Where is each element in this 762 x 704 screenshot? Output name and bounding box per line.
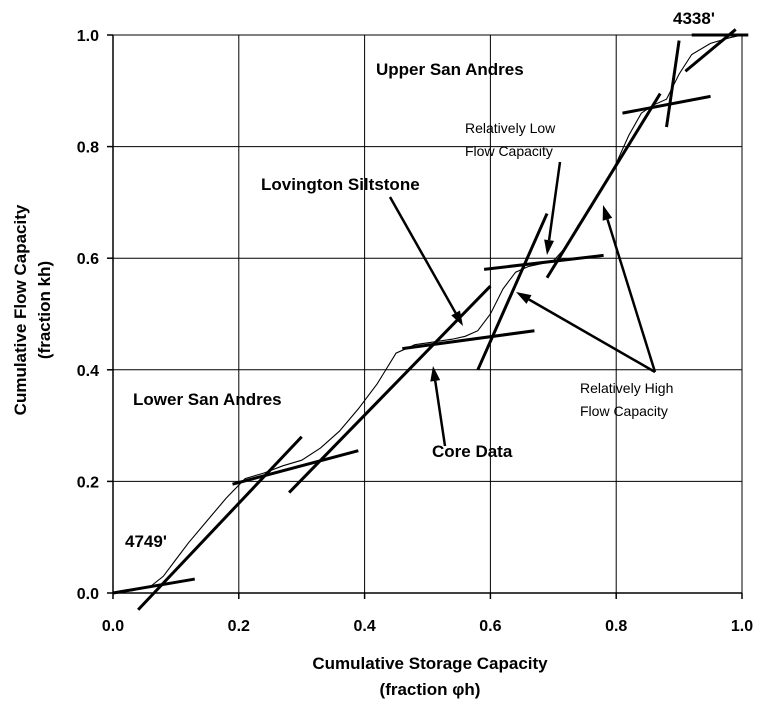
fit-line-4 bbox=[402, 329, 535, 351]
fit-line-9 bbox=[665, 40, 681, 128]
series-line-0 bbox=[112, 34, 743, 594]
annotation-flow-capacity-low: Flow Capacity bbox=[465, 143, 553, 159]
annotation-4749: 4749' bbox=[125, 532, 167, 551]
x-tick-label-2: 0.4 bbox=[353, 618, 375, 635]
x-tick-label-1: 0.2 bbox=[228, 618, 250, 635]
fit-line-2 bbox=[232, 449, 359, 486]
fit-line-5 bbox=[476, 212, 549, 371]
annotation-4338: 4338' bbox=[673, 9, 715, 28]
x-tick-label-3: 0.6 bbox=[479, 618, 501, 635]
fit-line-8 bbox=[622, 94, 711, 115]
y-tick-label-2: 0.4 bbox=[77, 363, 99, 380]
annotation-lovington-siltstone: Lovington Siltstone bbox=[261, 175, 420, 194]
x-tick-label-4: 0.8 bbox=[605, 618, 627, 635]
fit-lines bbox=[112, 28, 749, 611]
annotation-arrows bbox=[388, 161, 657, 447]
fit-line-3 bbox=[288, 285, 492, 494]
arrow-lovington-siltstone bbox=[388, 196, 463, 326]
y-axis-title: Cumulative Flow Capacity bbox=[11, 204, 30, 415]
y-tick-label-1: 0.2 bbox=[77, 474, 99, 491]
annotation-flow-capacity-high: Flow Capacity bbox=[580, 403, 668, 419]
y-tick-label-3: 0.6 bbox=[77, 251, 99, 268]
x-tick-label-5: 1.0 bbox=[731, 618, 753, 635]
data-series bbox=[112, 34, 743, 594]
arrow-relatively-high-left bbox=[516, 292, 656, 374]
annotation-upper-san-andres: Upper San Andres bbox=[376, 60, 524, 79]
arrow-relatively-low bbox=[544, 161, 562, 255]
grid bbox=[107, 34, 743, 599]
fit-line-0 bbox=[112, 577, 196, 595]
y-tick-label-4: 0.8 bbox=[77, 140, 99, 157]
y-tick-label-5: 1.0 bbox=[77, 28, 99, 45]
arrow-core-data bbox=[430, 366, 447, 447]
annotation-core-data: Core Data bbox=[432, 442, 513, 461]
fit-line-1 bbox=[137, 435, 303, 611]
annotation-relatively-high: Relatively High bbox=[580, 380, 673, 396]
y-tick-label-0: 0.0 bbox=[77, 586, 99, 603]
tick-labels: 0.0 0.2 0.4 0.6 0.8 1.0 0.0 0.2 0.4 0.6 0.8 1.0 bbox=[77, 28, 753, 635]
fit-line-6 bbox=[483, 253, 604, 271]
x-axis-unit: (fraction φh) bbox=[380, 680, 481, 699]
annotation-relatively-low: Relatively Low bbox=[465, 120, 556, 136]
x-axis-title: Cumulative Storage Capacity bbox=[312, 654, 548, 673]
annotation-lower-san-andres: Lower San Andres bbox=[133, 390, 282, 409]
arrow-relatively-high-right bbox=[602, 205, 657, 373]
x-tick-label-0: 0.0 bbox=[102, 618, 124, 635]
y-axis-unit: (fraction kh) bbox=[35, 261, 54, 359]
